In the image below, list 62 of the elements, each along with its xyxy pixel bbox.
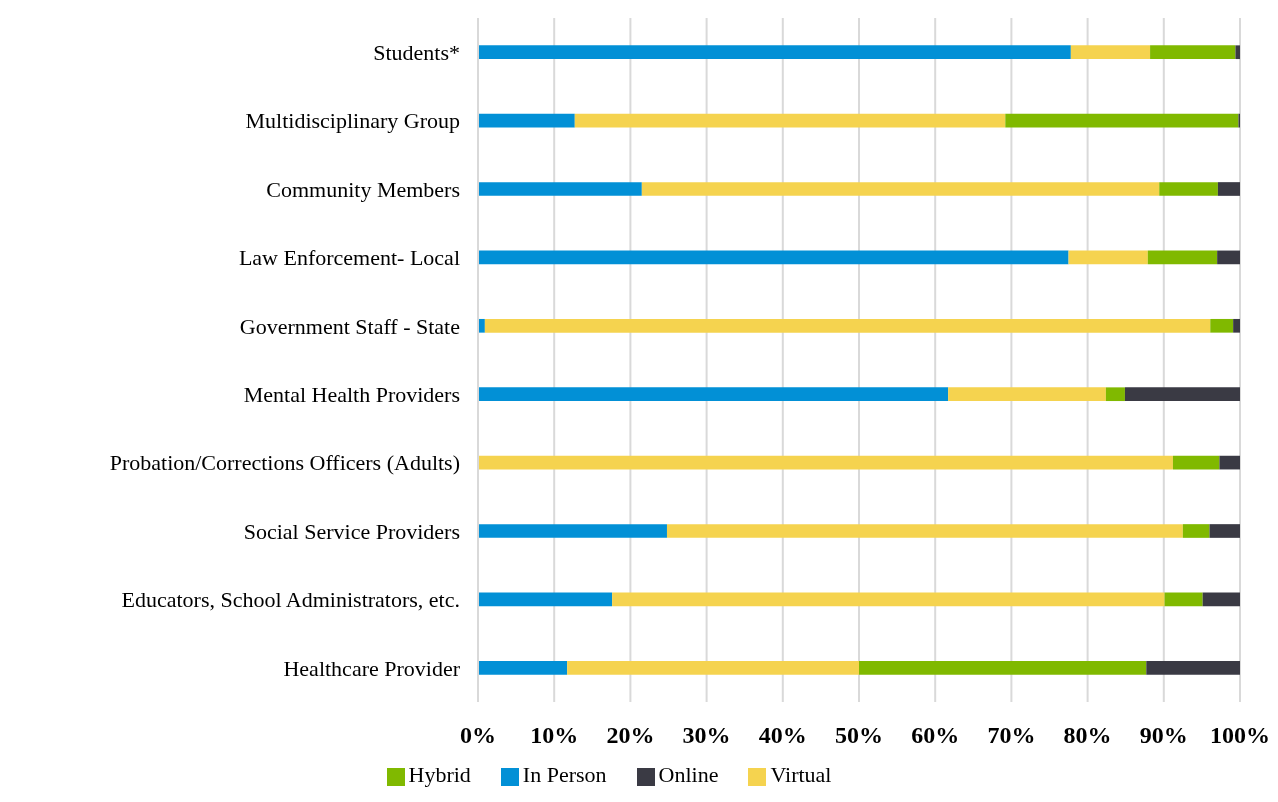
x-tick-label: 100% [1210, 722, 1270, 749]
y-tick-label: Government Staff - State [239, 313, 460, 339]
bar [567, 660, 859, 675]
x-tick-label: 0% [460, 722, 496, 749]
x-tick-label: 90% [1139, 722, 1188, 749]
bar [1124, 387, 1240, 402]
bar [1147, 250, 1218, 265]
bar [1209, 524, 1240, 538]
y-tick-label: Law Enforcement- Local [238, 245, 460, 271]
bar [478, 387, 949, 402]
x-tick-label: 80% [1063, 722, 1112, 749]
bar [641, 182, 1160, 196]
legend-label: In Person [522, 762, 607, 787]
legend-label: Hybrid [408, 762, 471, 787]
bar [478, 592, 613, 607]
bar [1210, 318, 1234, 333]
x-tick-label: 30% [682, 722, 731, 749]
bar [612, 592, 1165, 607]
bar [1146, 660, 1240, 675]
bar [666, 524, 1183, 538]
bar [1219, 455, 1240, 470]
y-tick-label: Educators, School Administrators, etc. [121, 587, 460, 613]
y-tick-label: Community Members [266, 176, 460, 202]
bar [1164, 592, 1203, 607]
bar [1005, 113, 1239, 128]
bar [478, 524, 667, 538]
bar [1217, 250, 1240, 265]
y-tick-label: Mental Health Providers [243, 382, 460, 408]
bar [859, 660, 1147, 675]
x-tick-label: 70% [987, 722, 1036, 749]
bar [1150, 45, 1236, 60]
bar [478, 250, 1069, 265]
legend-label: Virtual [770, 762, 832, 787]
x-tick-label: 40% [758, 722, 807, 749]
x-tick-label: 10% [530, 722, 579, 749]
bar [1233, 318, 1240, 333]
bar [1217, 182, 1240, 196]
x-tick-label: 50% [835, 722, 883, 749]
bar [1068, 250, 1148, 265]
bar [1172, 455, 1220, 470]
bar [478, 182, 642, 196]
y-tick-label: Social Service Providers [243, 518, 460, 544]
x-tick-label: 20% [606, 722, 655, 749]
legend-label: Online [658, 762, 719, 787]
bar [1202, 592, 1240, 607]
y-tick-label: Students* [373, 40, 460, 66]
y-tick-label: Healthcare Provider [283, 655, 461, 681]
bar [574, 113, 1006, 128]
bar [478, 660, 568, 675]
bar [1182, 524, 1210, 538]
x-tick-label: 60% [911, 722, 960, 749]
bar [478, 45, 1071, 60]
bar [478, 113, 575, 128]
bar [1070, 45, 1151, 60]
y-tick-label: Probation/Corrections Officers (Adults) [109, 450, 460, 476]
bar [948, 387, 1106, 402]
bar [1235, 45, 1240, 60]
bar [484, 318, 1211, 333]
bar [478, 455, 1173, 470]
bar [1105, 387, 1125, 402]
y-tick-label: Multidisciplinary Group [245, 108, 460, 134]
bar [1159, 182, 1218, 196]
